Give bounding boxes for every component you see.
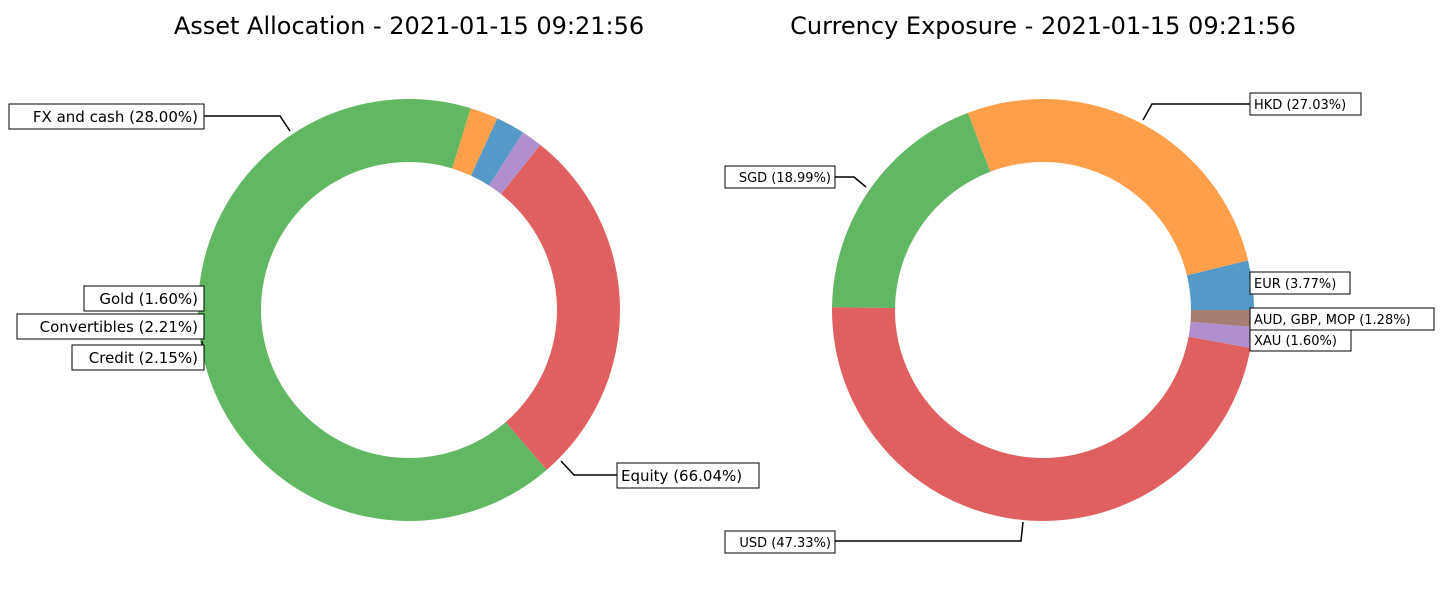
label-box-sgd xyxy=(724,165,836,189)
slice-usd xyxy=(832,307,1251,521)
slice-aud-gbp-mop xyxy=(1190,310,1254,327)
label-eur: EUR (3.77%) xyxy=(1254,277,1336,292)
slice-sgd xyxy=(832,112,991,309)
label-box-eur xyxy=(1249,271,1351,295)
label-box-credit xyxy=(71,344,205,371)
label-sgd: SGD (18.99%) xyxy=(739,171,831,186)
slice-fx-and-cash xyxy=(501,144,620,470)
label-hkd: HKD (27.03%) xyxy=(1254,98,1346,113)
label-box-aud-gbp-mop xyxy=(1249,307,1435,331)
label-box-usd xyxy=(724,530,836,554)
label-equity: Equity (66.04%) xyxy=(621,467,742,485)
label-box-gold xyxy=(83,285,205,312)
slice-gold xyxy=(488,132,541,195)
asset-allocation-title: Asset Allocation - 2021-01-15 09:21:56 xyxy=(174,12,644,40)
label-usd: USD (47.33%) xyxy=(739,536,831,551)
currency-exposure-donut: EUR (3.77%) HKD (27.03%) SGD (18.99%) USD (… xyxy=(724,92,1435,554)
slice-credit xyxy=(452,108,498,176)
leader-line-fx-and-cash xyxy=(204,115,291,132)
currency-exposure-title: Currency Exposure - 2021-01-15 09:21:56 xyxy=(790,12,1296,40)
label-box-fx-and-cash xyxy=(8,103,205,130)
label-gold: Gold (1.60%) xyxy=(99,290,198,308)
leader-line-sgd xyxy=(835,176,867,188)
leader-line-usd xyxy=(835,521,1024,542)
slice-xau xyxy=(1188,321,1254,348)
asset-allocation-donut: Equity (66.04%) FX and cash (28.00%) Gold … xyxy=(8,99,760,522)
slice-equity xyxy=(198,99,547,522)
label-xau: XAU (1.60%) xyxy=(1254,334,1337,349)
label-convertibles: Convertibles (2.21%) xyxy=(40,318,198,336)
leader-line-equity xyxy=(560,460,617,476)
label-credit: Credit (2.15%) xyxy=(89,349,198,367)
label-aud-gbp-mop: AUD, GBP, MOP (1.28%) xyxy=(1254,313,1411,328)
slice-convertibles xyxy=(470,118,523,186)
label-box-hkd xyxy=(1249,92,1362,116)
label-box-equity xyxy=(616,462,760,489)
slice-eur xyxy=(1186,260,1254,310)
slice-hkd xyxy=(967,98,1249,276)
label-fx-and-cash: FX and cash (28.00%) xyxy=(33,108,198,126)
leader-line-hkd xyxy=(1142,103,1250,121)
label-box-convertibles xyxy=(16,313,205,340)
